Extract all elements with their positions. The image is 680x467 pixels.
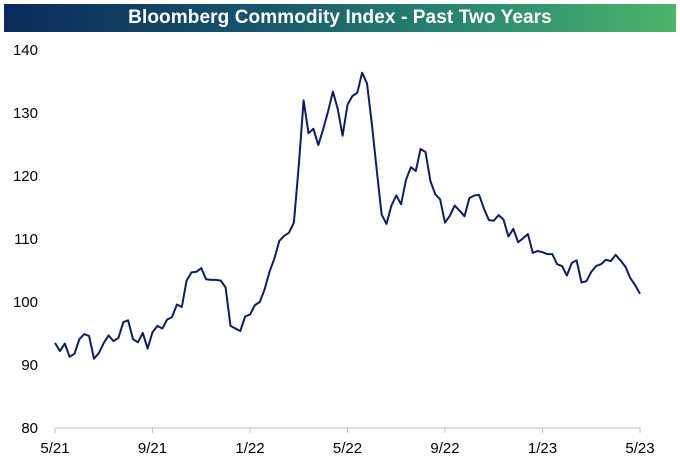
y-tick-label: 80 — [21, 420, 38, 437]
chart-title: Bloomberg Commodity Index - Past Two Yea… — [128, 7, 552, 28]
y-tick-label: 100 — [13, 294, 38, 311]
x-tick-label: 1/22 — [235, 440, 264, 457]
chart-series — [54, 71, 641, 360]
x-tick-label: 9/22 — [430, 440, 459, 457]
x-tick-label: 5/23 — [625, 440, 654, 457]
y-tick-label: 130 — [13, 105, 38, 122]
y-tick-label: 90 — [21, 357, 38, 374]
x-tick-label: 5/22 — [333, 440, 362, 457]
chart-title-bar: Bloomberg Commodity Index - Past Two Yea… — [4, 4, 676, 32]
x-tick-label: 9/21 — [138, 440, 167, 457]
x-tick-label: 5/21 — [40, 440, 69, 457]
x-tick-label: 1/23 — [528, 440, 557, 457]
chart-axes — [54, 427, 641, 433]
y-tick-label: 110 — [14, 231, 38, 248]
y-tick-label: 140 — [13, 42, 38, 59]
y-tick-label: 120 — [13, 168, 38, 185]
series-line — [54, 71, 641, 360]
chart-tick-labels: 5/21 9/21 1/22 5/22 9/22 1/23 5/23 80 90 100 110 12… — [13, 42, 655, 457]
